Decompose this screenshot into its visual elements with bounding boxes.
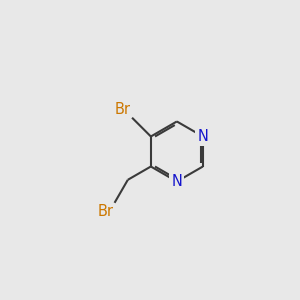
Text: Br: Br bbox=[115, 101, 131, 116]
Text: Br: Br bbox=[98, 204, 113, 219]
Text: N: N bbox=[171, 174, 182, 189]
Text: N: N bbox=[197, 129, 208, 144]
